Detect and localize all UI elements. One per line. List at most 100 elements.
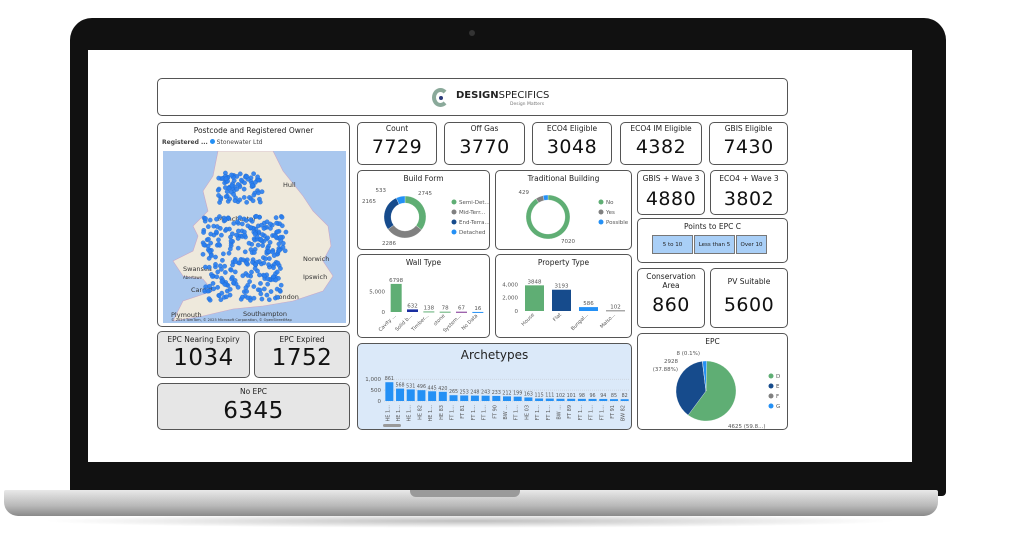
map-point <box>216 241 222 247</box>
x-tick-label: HE 1... <box>396 405 402 422</box>
kpi-label: EPC Nearing Expiry <box>167 335 240 344</box>
data-label: 533 <box>376 188 387 194</box>
map-point <box>258 281 263 286</box>
map-point <box>229 183 235 189</box>
map-point <box>277 287 283 293</box>
map-point <box>244 260 249 266</box>
map-point <box>216 175 222 181</box>
bar-value-label: 102 <box>610 304 621 310</box>
x-tick-label: System... <box>442 313 463 334</box>
map-point <box>274 229 280 235</box>
x-tick-label: FT 1... <box>482 405 488 421</box>
kpi-label: EPC Expired <box>279 335 325 344</box>
x-tick-label: Flat <box>552 312 563 323</box>
legend-marker <box>768 373 774 379</box>
map-title: Postcode and Registered Owner <box>193 126 314 135</box>
map-point <box>251 171 256 177</box>
kpi-eco4-wave3: ECO4 + Wave 3 3802 <box>710 170 788 215</box>
map-point <box>207 217 213 223</box>
map-point <box>203 216 208 221</box>
map-point <box>224 294 229 300</box>
filter-less-than-5-button[interactable]: Less than 5 <box>694 235 735 254</box>
bar-12 <box>513 396 522 401</box>
kpi-card-0: Count 7729 <box>357 122 437 165</box>
bar-value-label: 163 <box>524 391 533 397</box>
x-tick-label: No Data <box>461 313 480 332</box>
map-point <box>206 296 212 302</box>
x-tick-label: Maiso... <box>599 312 617 330</box>
map-point <box>279 214 285 220</box>
map-point <box>232 269 238 275</box>
map-city-label: Abertawe <box>183 275 203 280</box>
x-tick-label: HE 1... <box>407 405 413 422</box>
data-label: (37.88%) <box>653 367 678 373</box>
y-tick-label: 5,000 <box>369 289 385 295</box>
data-label: 4625 (59.8...) <box>728 424 766 430</box>
filter-over-10-button[interactable]: Over 10 <box>736 235 767 254</box>
map-point <box>213 262 218 267</box>
x-tick-label: HE 1... <box>385 405 391 422</box>
bar-value-label: 82 <box>622 393 628 399</box>
build-form-card: Build Form 2745 533 2165 2286 Semi-Det... Mid… <box>357 170 490 250</box>
bar-value-label: 531 <box>406 383 415 389</box>
map-point <box>224 226 229 232</box>
map-point <box>215 285 221 290</box>
map-point <box>260 232 265 237</box>
map-point <box>203 284 209 290</box>
map-point <box>219 232 224 238</box>
map-point <box>227 246 233 252</box>
map-point <box>278 234 283 240</box>
map-point <box>242 180 247 186</box>
legend-marker <box>598 199 604 205</box>
map-point <box>234 186 240 192</box>
data-label: 2745 <box>418 191 432 197</box>
map-point <box>260 243 265 248</box>
x-tick-label: FT 81 <box>460 405 466 419</box>
bar-value-label: 233 <box>492 390 501 396</box>
map-point <box>283 229 289 235</box>
x-tick-label: HE 82 <box>417 405 423 420</box>
kpi-label: Off Gas <box>470 124 499 133</box>
map-point <box>271 265 276 271</box>
kpi-value: 4382 <box>635 136 687 158</box>
x-tick-label: FT 1... <box>450 405 456 421</box>
bar-value-label: 445 <box>428 385 437 391</box>
build-form-title: Build Form <box>403 174 444 183</box>
bar-2 <box>579 307 598 311</box>
map-point <box>253 179 258 185</box>
map-point <box>278 282 284 288</box>
bar-value-label: 199 <box>513 391 522 397</box>
bar-value-label: 98 <box>579 393 585 399</box>
map-point <box>208 253 214 259</box>
map-point <box>222 282 228 287</box>
map-point <box>251 250 257 255</box>
kpi-conservation-area: Conservation Area 860 <box>637 268 705 328</box>
map-point <box>237 171 243 177</box>
x-tick-label: FT 1... <box>471 405 477 421</box>
map-point <box>250 198 256 204</box>
map-point <box>240 257 246 263</box>
map-point <box>267 256 272 261</box>
bar-21 <box>609 399 618 401</box>
map-point <box>239 177 244 183</box>
kpi-no-epc: No EPC 6345 <box>157 383 350 430</box>
kpi-gbis-wave3: GBIS + Wave 3 4880 <box>637 170 705 215</box>
map-card: Postcode and Registered Owner Registered… <box>157 122 350 327</box>
bar-3 <box>417 390 426 401</box>
map-view[interactable]: Hull Manchester Norwich Swansea Abertawe Ipsw… <box>163 151 346 323</box>
map-point <box>265 281 271 287</box>
map-point <box>259 189 265 195</box>
map-point <box>223 217 228 223</box>
map-point <box>231 192 236 197</box>
map-point <box>265 235 270 241</box>
legend-label: Mid-Terr... <box>459 210 485 216</box>
legend-label: End-Terra... <box>459 220 490 226</box>
horizontal-scrollbar[interactable] <box>383 424 401 427</box>
map-point <box>237 215 243 221</box>
filter-5-to-10-button[interactable]: 5 to 10 <box>652 235 693 254</box>
bar-value-label: 96 <box>590 393 596 399</box>
bar-value-label: 115 <box>535 392 544 398</box>
map-point <box>230 231 235 237</box>
map-point <box>274 220 279 226</box>
x-tick-label: FT 90 <box>492 405 498 419</box>
